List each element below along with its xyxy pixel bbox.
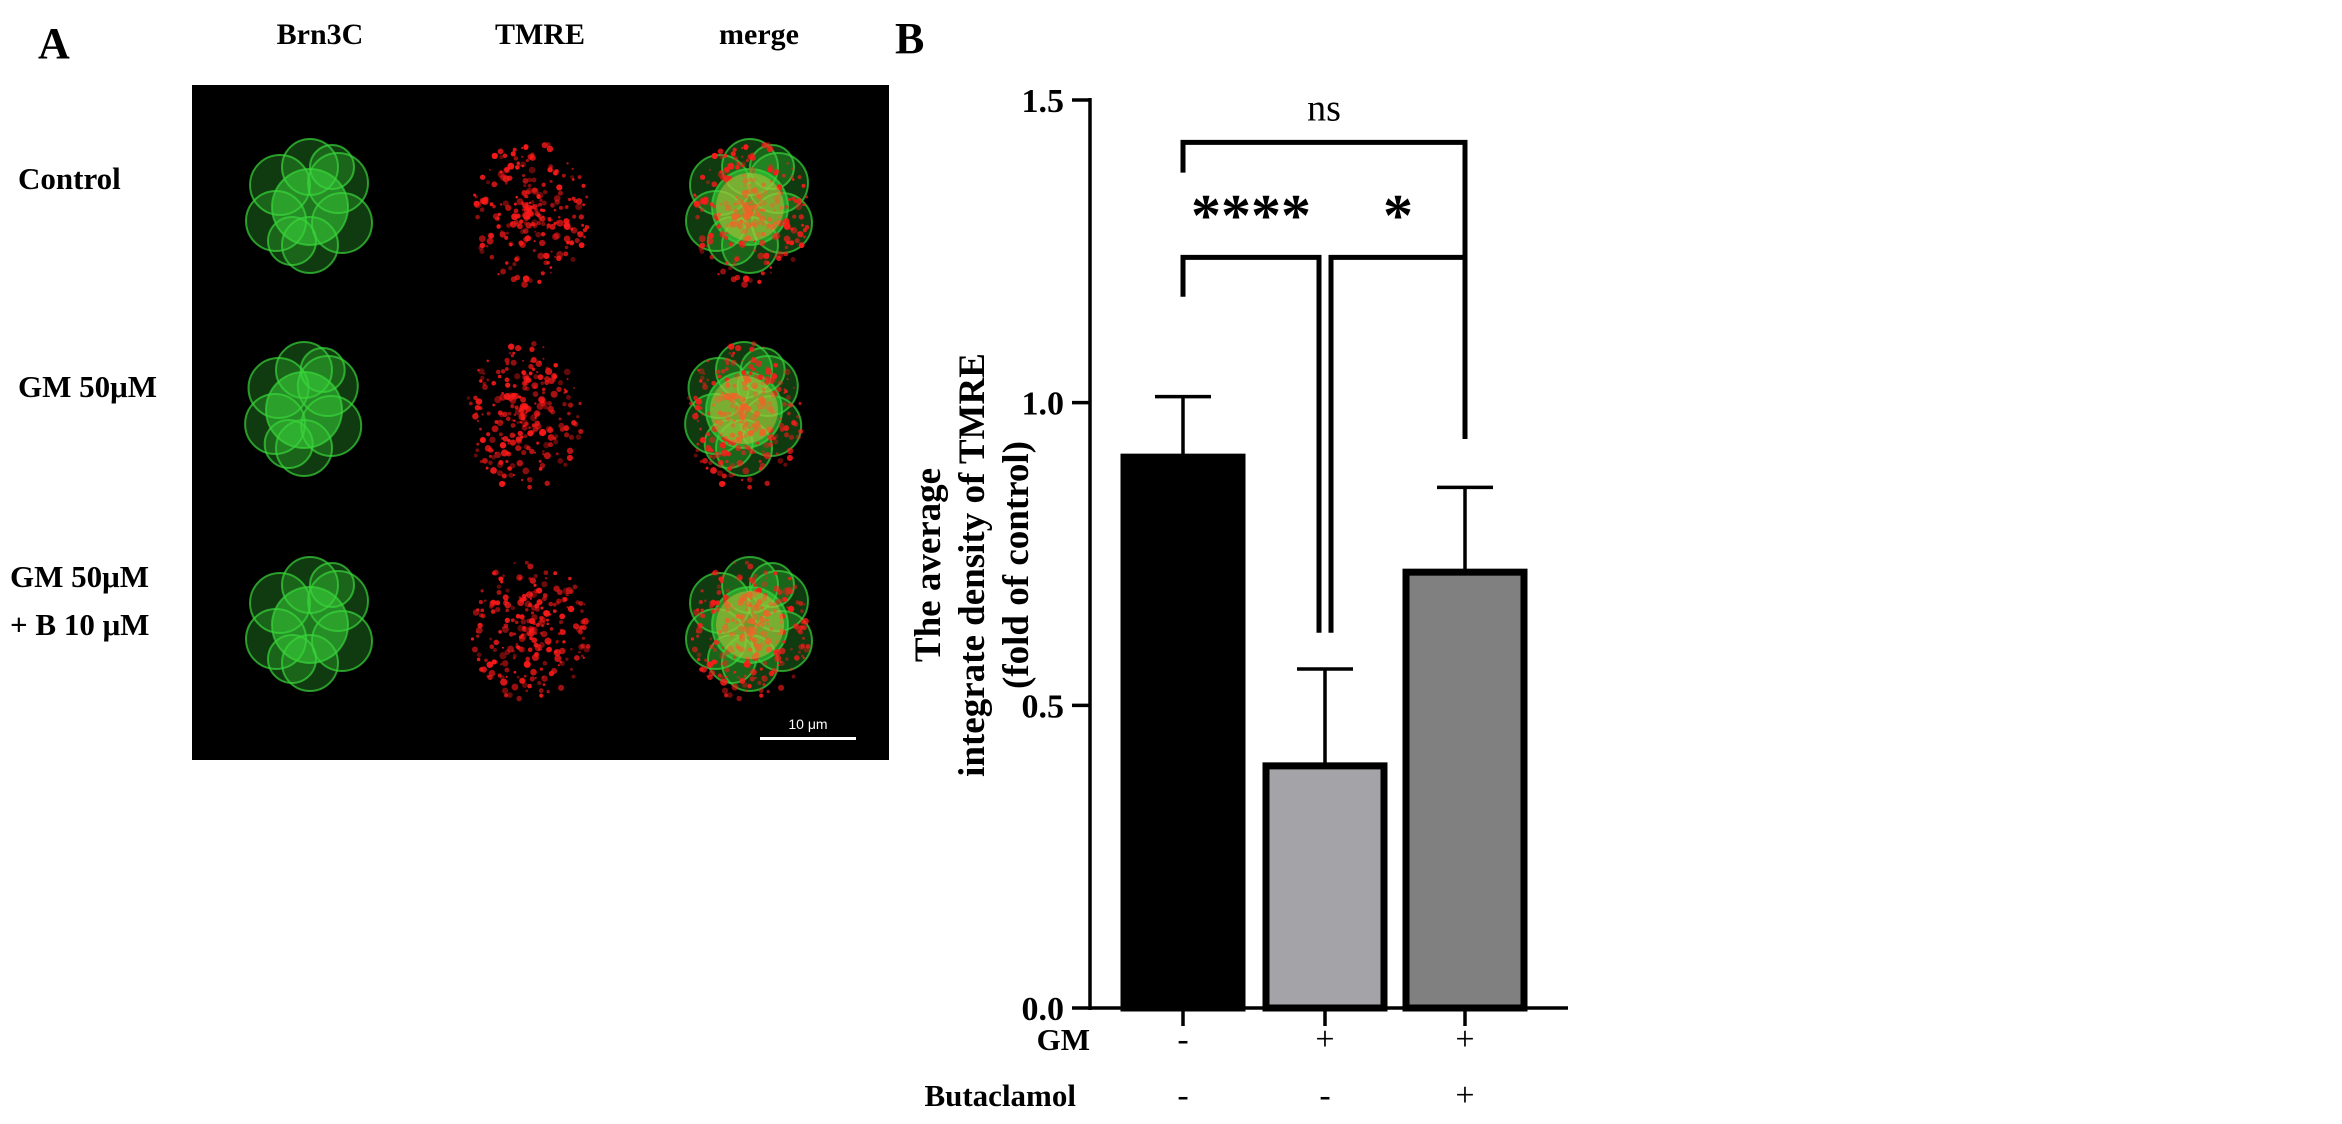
scale-bar-label: 10 μm	[788, 716, 827, 732]
y-axis-label-line: The average	[908, 468, 949, 662]
y-axis-label-line: integrate density of TMRE	[952, 353, 993, 777]
micrograph-gm-b-merge: 10 μm	[632, 503, 889, 760]
significance-label-0: ns	[1307, 87, 1341, 129]
column-header-merge: merge	[719, 18, 799, 51]
condition-row-name: Butaclamol	[924, 1078, 1076, 1113]
column-header-brn3c: Brn3C	[276, 18, 364, 51]
significance-bracket-1	[1180, 254, 1322, 633]
significance-bracket-0	[1180, 139, 1468, 306]
micrograph-gm-b-brn3c	[192, 503, 449, 760]
bar-1	[1262, 762, 1388, 1012]
condition-row-name: GM	[1037, 1022, 1090, 1057]
bar-2	[1402, 568, 1528, 1012]
significance-bracket-2	[1328, 254, 1468, 633]
panel-a-letter: A	[38, 19, 70, 68]
row-label-gm: GM 50μM	[18, 369, 157, 404]
y-tick-label: 1.0	[1022, 386, 1065, 423]
condition-sign: +	[1455, 1021, 1474, 1058]
condition-sign: -	[1319, 1077, 1330, 1114]
panel-b-letter: B	[895, 14, 924, 63]
y-axis-label: The averageintegrate density of TMRE(fol…	[908, 353, 1037, 777]
y-axis-label-line: (fold of control)	[996, 441, 1037, 689]
condition-sign: -	[1177, 1077, 1188, 1114]
y-tick-label: 0.5	[1022, 688, 1065, 725]
condition-sign: -	[1177, 1021, 1188, 1058]
condition-sign: +	[1455, 1077, 1474, 1114]
significance-label-2: *	[1383, 182, 1413, 248]
row-label-control: Control	[18, 161, 121, 196]
bar-0	[1120, 453, 1246, 1012]
micrograph-gm-b-tmre	[412, 503, 669, 760]
condition-sign: +	[1315, 1021, 1334, 1058]
significance-label-1: ****	[1191, 182, 1311, 248]
scale-bar	[760, 737, 856, 740]
y-tick-label: 0.0	[1022, 991, 1065, 1028]
column-header-tmre: TMRE	[495, 18, 585, 51]
y-tick-label: 1.5	[1022, 83, 1065, 120]
row-label-gm-b: GM 50μM + B 10 μM	[10, 559, 150, 642]
